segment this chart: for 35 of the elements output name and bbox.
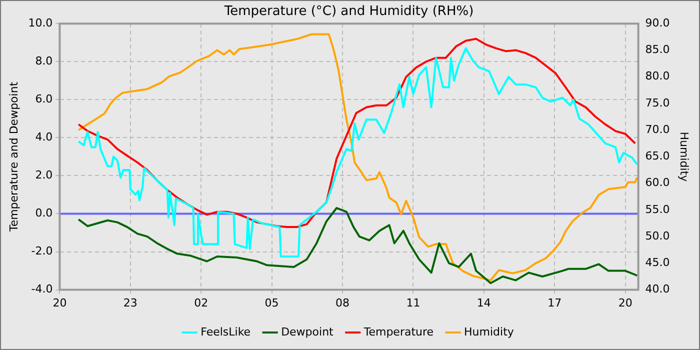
y2-tick-label: 45.0 <box>645 256 670 270</box>
y-axis-title: Temperature and Dewpoint <box>7 81 20 233</box>
y2-tick-label: 65.0 <box>645 150 670 163</box>
x-tick-label: 02 <box>194 296 208 310</box>
y2-tick-label: 85.0 <box>645 43 670 56</box>
y2-tick-label: 40.0 <box>645 282 670 296</box>
y-tick-label: 0.0 <box>35 206 53 220</box>
y2-axis-title: Humidity <box>678 132 691 182</box>
y2-tick-label: 75.0 <box>645 96 670 110</box>
y2-tick-label: 50.0 <box>645 229 670 242</box>
y-tick-label: -2.0 <box>31 244 53 258</box>
x-tick-label: 17 <box>548 296 562 310</box>
x-tick-label: 20 <box>52 296 67 310</box>
y-tick-label: 4.0 <box>35 130 53 144</box>
y2-tick-label: 90.0 <box>645 16 670 30</box>
x-tick-label: 05 <box>264 296 279 310</box>
legend-label: Humidity <box>464 325 514 338</box>
y2-tick-label: 60.0 <box>645 176 670 190</box>
y-tick-label: 8.0 <box>35 54 53 68</box>
y2-tick-label: 70.0 <box>645 122 670 136</box>
legend-label: Dewpoint <box>281 325 334 338</box>
y-tick-label: 10.0 <box>28 16 53 30</box>
legend-label: Temperature <box>362 325 434 338</box>
x-tick-label: 23 <box>123 296 138 310</box>
y-tick-label: -4.0 <box>31 282 53 296</box>
y-tick-label: 6.0 <box>35 92 53 106</box>
x-tick-label: 14 <box>476 296 491 310</box>
y-tick-label: 2.0 <box>35 168 53 182</box>
x-tick-label: 11 <box>406 296 420 310</box>
legend-label: FeelsLike <box>200 325 251 338</box>
x-tick-label: 20 <box>618 296 632 310</box>
y2-tick-label: 80.0 <box>645 70 670 83</box>
y2-tick-label: 55.0 <box>645 202 670 216</box>
x-tick-label: 08 <box>336 296 350 310</box>
chart-title: Temperature (°C) and Humidity (RH%) <box>223 4 474 20</box>
